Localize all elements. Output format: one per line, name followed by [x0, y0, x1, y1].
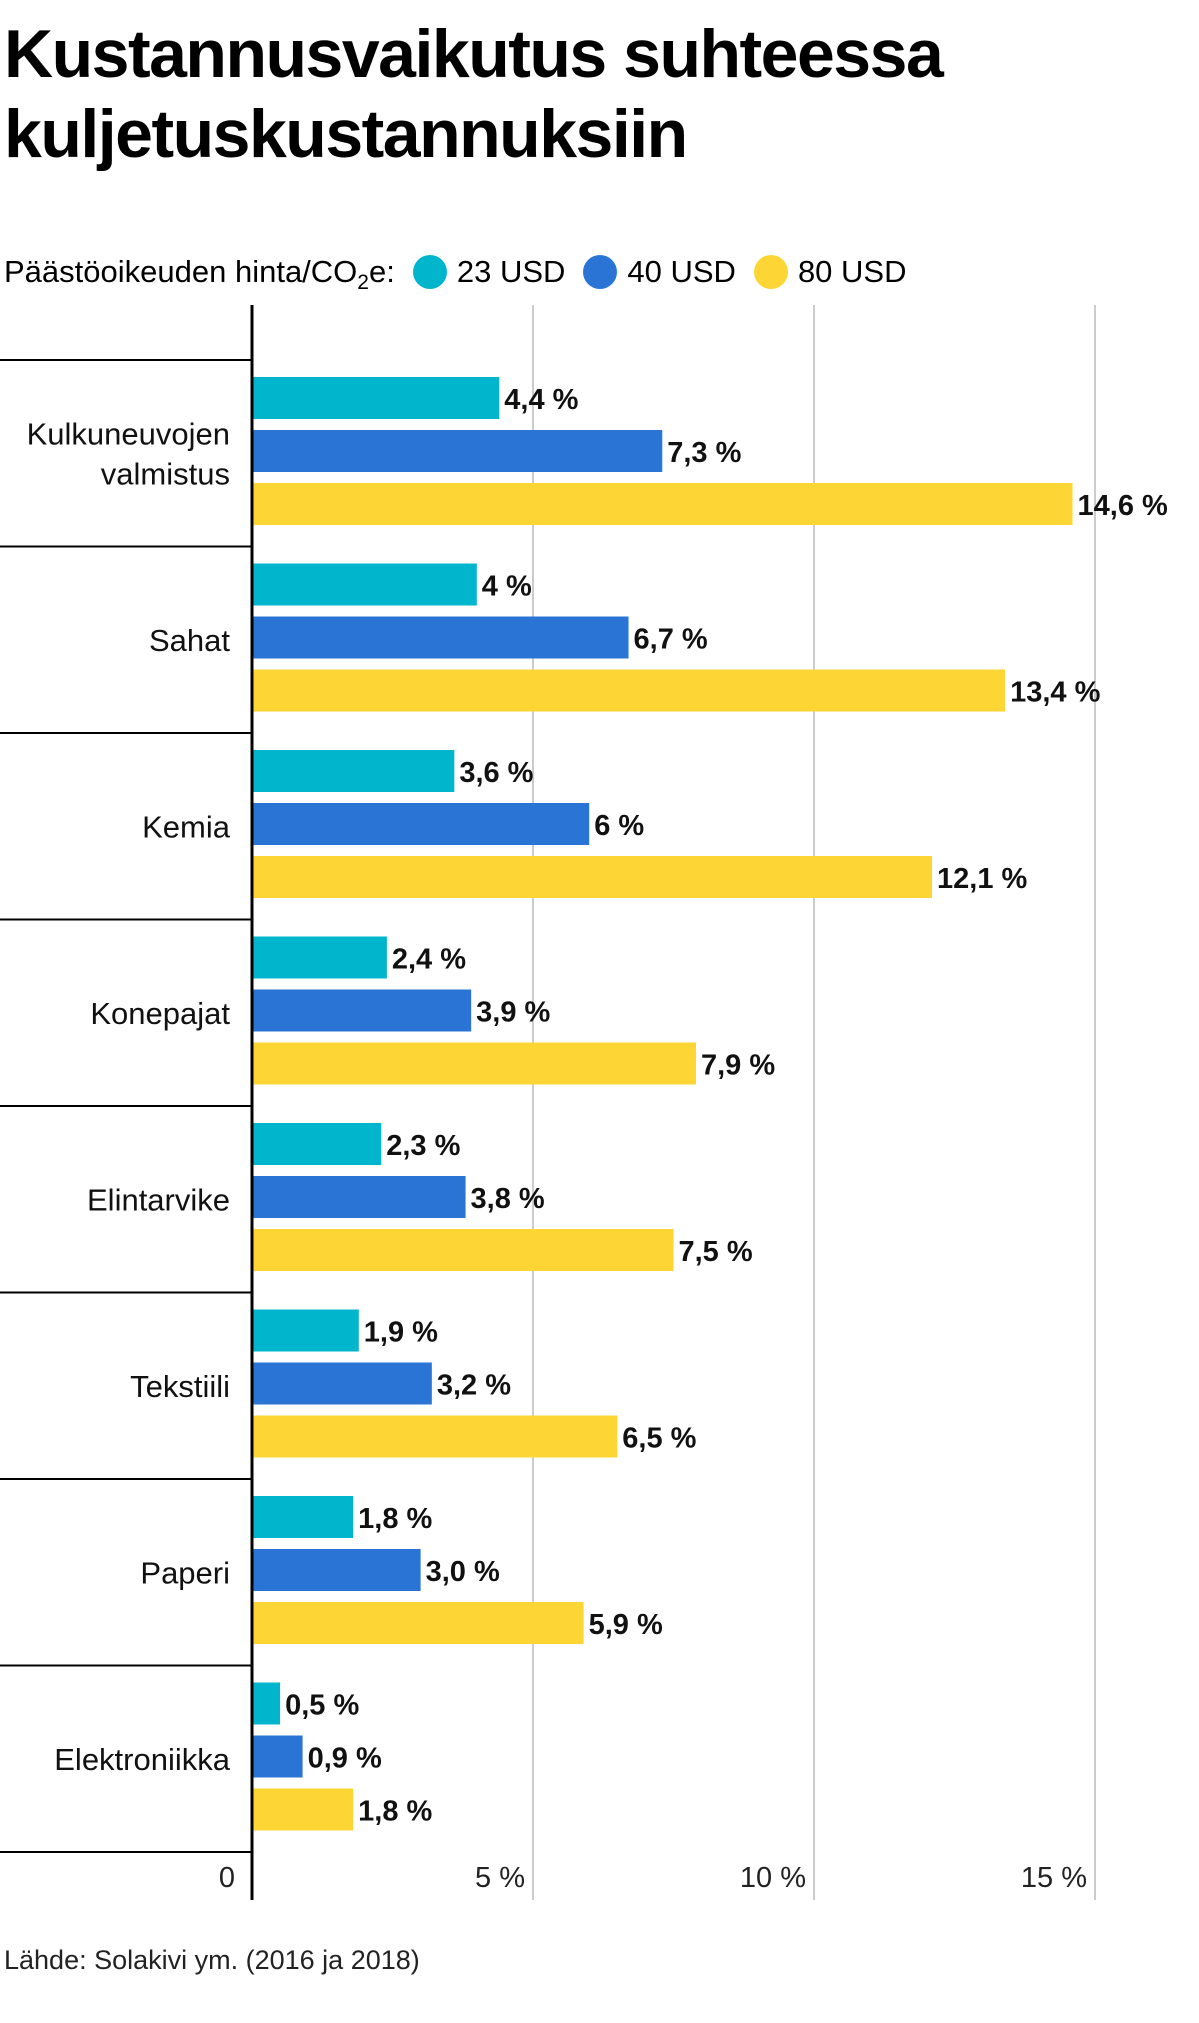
legend-label-23-usd: 23 USD: [456, 254, 566, 289]
bar-elektroniikka-40-usd: [252, 1735, 303, 1778]
bar-tekstiili-40-usd: [252, 1362, 432, 1405]
bar-kemia-80-usd: [252, 856, 933, 898]
bar-elektroniikka-80-usd: [252, 1788, 354, 1831]
data-label-tekstiili-80-usd: 6,5 %: [622, 1423, 696, 1455]
bar-elintarvike-23-usd: [252, 1123, 382, 1165]
bar-paperi-80-usd: [252, 1602, 584, 1644]
legend-swatch-80-usd: [753, 255, 788, 289]
bar-paperi-40-usd: [252, 1549, 421, 1591]
data-label-elektroniikka-40-usd: 0,9 %: [308, 1743, 382, 1775]
data-label-tekstiili-40-usd: 3,2 %: [437, 1370, 511, 1402]
bar-elintarvike-80-usd: [252, 1229, 674, 1271]
bar-kemia-23-usd: [252, 750, 455, 792]
data-label-elektroniikka-23-usd: 0,5 %: [285, 1690, 359, 1722]
legend-item-40-usd: 40 USD: [583, 254, 736, 290]
legend-swatch-40-usd: [583, 255, 618, 289]
bar-konepajat-23-usd: [252, 936, 387, 979]
data-label-paperi-23-usd: 1,8 %: [358, 1503, 432, 1535]
bar-sahat-23-usd: [252, 563, 477, 606]
data-label-kulkuneuvojen-valmistus-40-usd: 7,3 %: [667, 437, 741, 469]
bar-sahat-80-usd: [252, 669, 1006, 712]
legend: Päästöoikeuden hinta/CO2e: 23 USD 40 USD…: [4, 250, 906, 294]
bar-tekstiili-80-usd: [252, 1415, 618, 1458]
data-label-kemia-40-usd: 6 %: [594, 810, 644, 842]
bar-konepajat-40-usd: [252, 989, 472, 1032]
x-tick-label-15: 15 %: [1021, 1862, 1087, 1894]
bar-kulkuneuvojen-valmistus-23-usd: [252, 377, 500, 419]
data-label-konepajat-80-usd: 7,9 %: [701, 1050, 775, 1082]
bar-elektroniikka-23-usd: [252, 1682, 281, 1725]
data-label-paperi-80-usd: 5,9 %: [589, 1609, 663, 1641]
legend-item-80-usd: 80 USD: [753, 254, 907, 290]
x-tick-label-5: 5 %: [475, 1862, 525, 1894]
data-label-elintarvike-40-usd: 3,8 %: [471, 1183, 545, 1215]
category-label-kulkuneuvojen-valmistus: Kulkuneuvojen: [27, 416, 230, 451]
legend-label-40-usd: 40 USD: [627, 254, 736, 289]
category-label-elintarvike: Elintarvike: [87, 1182, 230, 1217]
data-label-elektroniikka-80-usd: 1,8 %: [358, 1796, 432, 1828]
x-tick-label-10: 10 %: [740, 1862, 806, 1894]
data-label-kemia-80-usd: 12,1 %: [937, 863, 1027, 895]
bar-paperi-23-usd: [252, 1496, 354, 1538]
legend-title-suffix: e:: [368, 254, 395, 289]
data-label-paperi-40-usd: 3,0 %: [426, 1556, 500, 1588]
data-label-sahat-23-usd: 4 %: [482, 571, 532, 603]
category-label-paperi: Paperi: [140, 1555, 230, 1590]
category-label-tekstiili: Tekstiili: [130, 1369, 230, 1404]
bar-tekstiili-23-usd: [252, 1309, 359, 1352]
data-label-elintarvike-23-usd: 2,3 %: [386, 1130, 460, 1162]
bar-elintarvike-40-usd: [252, 1176, 466, 1218]
legend-item-23-usd: 23 USD: [412, 254, 566, 290]
legend-label-80-usd: 80 USD: [797, 254, 907, 289]
data-label-kulkuneuvojen-valmistus-23-usd: 4,4 %: [504, 384, 578, 416]
data-label-sahat-40-usd: 6,7 %: [634, 624, 708, 656]
data-label-elintarvike-80-usd: 7,5 %: [679, 1236, 753, 1268]
data-label-kulkuneuvojen-valmistus-80-usd: 14,6 %: [1078, 490, 1168, 522]
category-label-konepajat: Konepajat: [90, 996, 230, 1031]
x-tick-label-0: 0: [219, 1862, 235, 1894]
legend-title-prefix: Päästöoikeuden hinta/CO: [4, 254, 358, 289]
legend-title: Päästöoikeuden hinta/CO2e:: [4, 254, 395, 294]
bar-kulkuneuvojen-valmistus-80-usd: [252, 483, 1073, 525]
data-label-kemia-23-usd: 3,6 %: [459, 757, 533, 789]
data-label-sahat-80-usd: 13,4 %: [1010, 677, 1100, 709]
data-label-konepajat-23-usd: 2,4 %: [392, 944, 466, 976]
bar-konepajat-80-usd: [252, 1042, 696, 1085]
bar-kemia-40-usd: [252, 803, 590, 845]
legend-title-subscript: 2: [357, 271, 369, 294]
data-label-tekstiili-23-usd: 1,9 %: [364, 1317, 438, 1349]
source-note: Lähde: Solakivi ym. (2016 ja 2018): [4, 1945, 420, 1975]
legend-swatch-23-usd: [412, 255, 447, 289]
category-label-sahat: Sahat: [149, 623, 230, 658]
bar-sahat-40-usd: [252, 616, 629, 659]
bar-kulkuneuvojen-valmistus-40-usd: [252, 430, 663, 472]
data-label-konepajat-40-usd: 3,9 %: [476, 997, 550, 1029]
category-label-elektroniikka: Elektroniikka: [54, 1742, 230, 1777]
chart-title: Kustannusvaikutus suhteessa kuljetuskust…: [4, 16, 944, 172]
category-label-kulkuneuvojen-valmistus: valmistus: [101, 456, 230, 491]
category-label-kemia: Kemia: [142, 809, 231, 844]
